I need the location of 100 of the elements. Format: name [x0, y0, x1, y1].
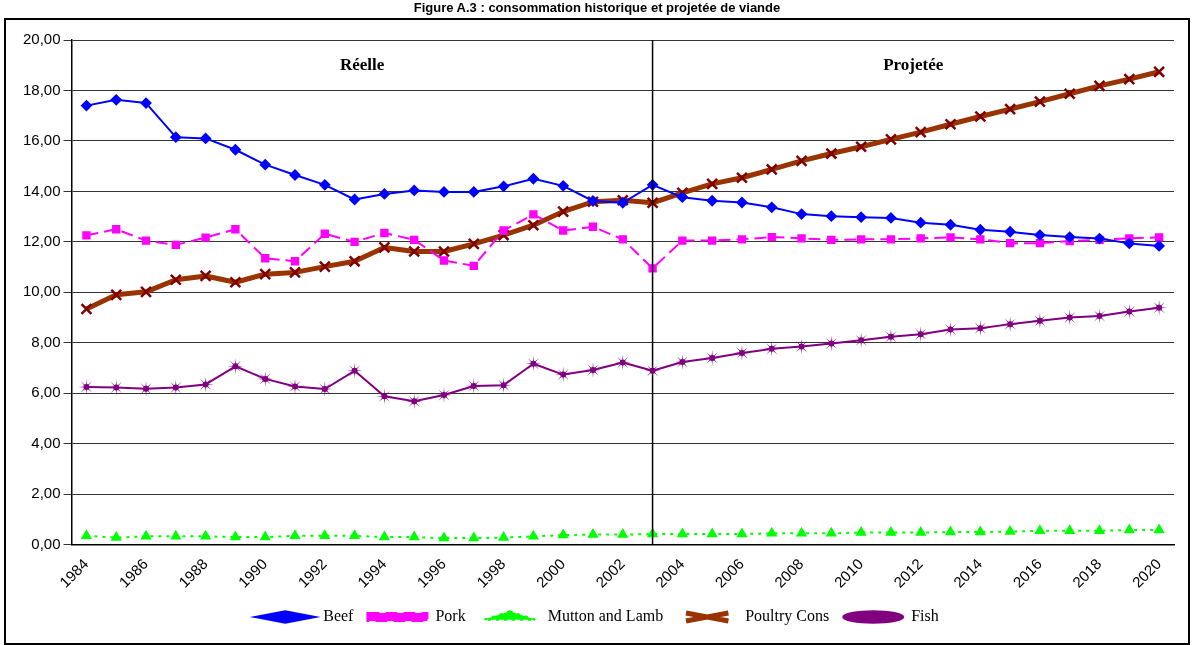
- point: [528, 530, 539, 540]
- point: [676, 191, 688, 203]
- point: [469, 261, 478, 271]
- point: [617, 529, 628, 538]
- point: [678, 236, 687, 245]
- point: [706, 195, 718, 207]
- point: [886, 527, 896, 536]
- point: [1154, 233, 1164, 242]
- point: [797, 234, 806, 243]
- point: [974, 224, 986, 236]
- point: [468, 186, 480, 198]
- point: [558, 529, 569, 539]
- chart-title: Figure A.3 : consommation historique et projetée de viande: [412, 0, 782, 15]
- point: [349, 193, 361, 205]
- point: [231, 225, 240, 234]
- point: [796, 208, 808, 220]
- point: [823, 335, 840, 352]
- point: [1123, 237, 1135, 249]
- point: [796, 527, 807, 537]
- point: [707, 236, 717, 245]
- legend-label: Mutton and Lamb: [547, 607, 664, 625]
- point: [529, 210, 538, 219]
- point: [677, 528, 688, 538]
- point: [141, 530, 151, 540]
- point: [855, 211, 867, 223]
- y-tick-label: 14,00: [22, 181, 61, 199]
- y-tick-label: 20,00: [22, 30, 61, 48]
- point: [378, 188, 390, 200]
- point: [349, 530, 360, 540]
- point: [827, 235, 836, 245]
- point: [81, 530, 92, 540]
- y-tick-label: 10,00: [22, 282, 61, 300]
- point: [261, 254, 270, 263]
- point: [1121, 303, 1138, 320]
- point: [1064, 231, 1076, 243]
- point: [1035, 238, 1045, 248]
- point: [766, 201, 778, 213]
- point: [409, 531, 420, 541]
- point: [707, 528, 718, 538]
- annotation: Projetée: [883, 55, 944, 75]
- point: [737, 235, 747, 244]
- point: [557, 180, 569, 192]
- point: [259, 159, 271, 171]
- point: [170, 131, 182, 143]
- point: [110, 94, 122, 106]
- y-tick-label: 12,00: [22, 232, 61, 250]
- point: [319, 530, 330, 540]
- point: [885, 212, 897, 224]
- point: [1154, 524, 1164, 534]
- y-tick-label: 4,00: [31, 433, 61, 451]
- point: [230, 531, 241, 541]
- point: [498, 532, 509, 541]
- point: [140, 97, 152, 109]
- point: [200, 530, 211, 540]
- point: [856, 527, 867, 536]
- point: [438, 186, 450, 198]
- point: [1064, 525, 1075, 535]
- point: [170, 530, 181, 540]
- point: [1005, 238, 1015, 248]
- y-tick-label: 8,00: [31, 332, 61, 350]
- point: [80, 100, 92, 112]
- point: [289, 169, 301, 181]
- point: [290, 257, 300, 266]
- point: [856, 235, 866, 244]
- y-tick-label: 18,00: [22, 80, 61, 98]
- point: [1034, 229, 1046, 241]
- point: [945, 526, 956, 536]
- point: [588, 529, 598, 538]
- point: [588, 222, 598, 231]
- point: [916, 234, 925, 243]
- point: [975, 526, 986, 536]
- point: [527, 173, 539, 185]
- point: [915, 527, 926, 536]
- point: [1005, 526, 1016, 535]
- point: [558, 226, 568, 235]
- y-tick-label: 16,00: [22, 131, 61, 149]
- point: [767, 232, 776, 242]
- point: [229, 144, 241, 156]
- point: [350, 237, 359, 247]
- point: [200, 132, 212, 144]
- point: [1124, 524, 1135, 534]
- point: [380, 228, 389, 238]
- point: [1035, 525, 1045, 535]
- legend-label: Fish: [911, 607, 939, 625]
- point: [439, 256, 449, 265]
- point: [825, 210, 837, 222]
- point: [915, 217, 927, 229]
- point: [439, 532, 449, 542]
- annotation: Réelle: [339, 55, 385, 75]
- point: [141, 236, 151, 245]
- y-tick-label: 6,00: [31, 383, 61, 401]
- point: [886, 235, 896, 244]
- point: [737, 528, 747, 538]
- point: [197, 376, 214, 393]
- point: [468, 532, 479, 542]
- point: [946, 233, 955, 242]
- point: [290, 530, 300, 540]
- point: [171, 240, 181, 250]
- point: [826, 527, 837, 537]
- legend-label: Poultry Cons: [745, 607, 830, 626]
